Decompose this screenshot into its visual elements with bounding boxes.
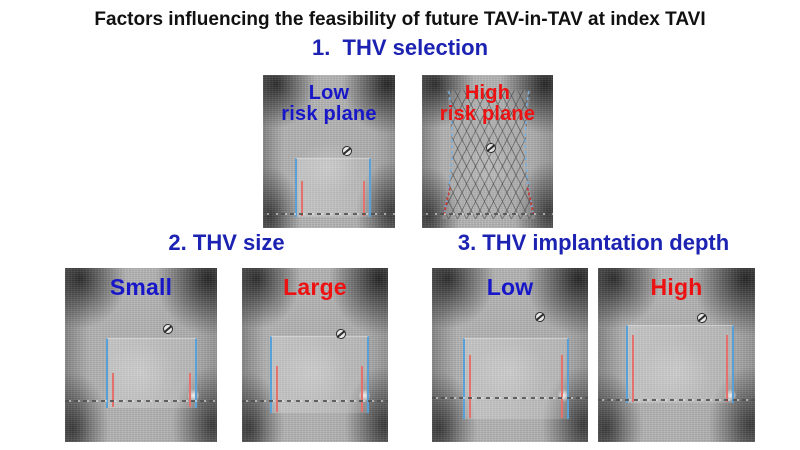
annulus-plane-dashed-line bbox=[422, 212, 553, 215]
frame-red-edge-left bbox=[275, 365, 278, 413]
thv-frame-overlay bbox=[463, 337, 569, 419]
ct-scan-image bbox=[65, 268, 217, 442]
annulus-plane-dashed-line bbox=[242, 400, 388, 403]
ct-scan-image bbox=[598, 268, 755, 442]
panel-thv-small: Small bbox=[65, 268, 217, 442]
frame-red-edge-left bbox=[300, 180, 303, 216]
frame-red-edge-right bbox=[360, 365, 363, 413]
frame-red-edge-right bbox=[363, 180, 366, 216]
panel-label-small: Small bbox=[109, 273, 173, 300]
panel-label-depth-low: Low bbox=[486, 273, 534, 300]
panel-thv-large: Large bbox=[242, 268, 388, 442]
figure-title: Factors influencing the feasibility of f… bbox=[94, 9, 706, 30]
panel-high-risk-plane: High risk plane bbox=[422, 75, 553, 228]
thv-frame-overlay bbox=[294, 157, 372, 217]
panel-label-line1: Low bbox=[308, 81, 350, 104]
ct-scan-image bbox=[263, 75, 395, 228]
section-heading-thv-size: 2. THV size bbox=[168, 230, 285, 255]
annulus-plane-dashed-line bbox=[432, 396, 588, 399]
thv-frame-overlay bbox=[626, 325, 734, 403]
panel-label-low-risk: Low risk plane bbox=[263, 81, 395, 125]
thv-mesh-frame-overlay bbox=[442, 90, 536, 219]
panel-depth-high: High bbox=[598, 268, 755, 442]
annulus-plane-dashed-line bbox=[598, 398, 755, 401]
panel-label-line2: risk plane bbox=[439, 102, 536, 125]
mesh-frame-edges-icon bbox=[439, 90, 539, 219]
panel-low-risk-plane: Low risk plane bbox=[263, 75, 395, 228]
ct-scan-image bbox=[242, 268, 388, 442]
panel-label-depth-high: High bbox=[650, 273, 703, 300]
frame-red-edge-right bbox=[188, 373, 191, 408]
section-heading-thv-depth: 3. THV implantation depth bbox=[457, 230, 730, 255]
annulus-plane-dashed-line bbox=[263, 212, 395, 215]
frame-red-edge-right bbox=[560, 355, 563, 418]
panel-label-high-risk: High risk plane bbox=[422, 81, 553, 125]
panel-label-line1: High bbox=[464, 81, 511, 104]
frame-red-edge-left bbox=[112, 373, 115, 408]
section-heading-thv-selection: 1. THV selection bbox=[311, 35, 489, 60]
thv-frame-overlay bbox=[106, 337, 197, 409]
panel-depth-low: Low bbox=[432, 268, 588, 442]
panel-label-line2: risk plane bbox=[281, 102, 377, 125]
frame-red-edge-left bbox=[469, 355, 472, 418]
frame-red-edge-left bbox=[632, 334, 635, 402]
frame-red-edge-right bbox=[725, 334, 728, 402]
annulus-plane-dashed-line bbox=[65, 400, 217, 403]
panel-label-large: Large bbox=[283, 273, 347, 300]
